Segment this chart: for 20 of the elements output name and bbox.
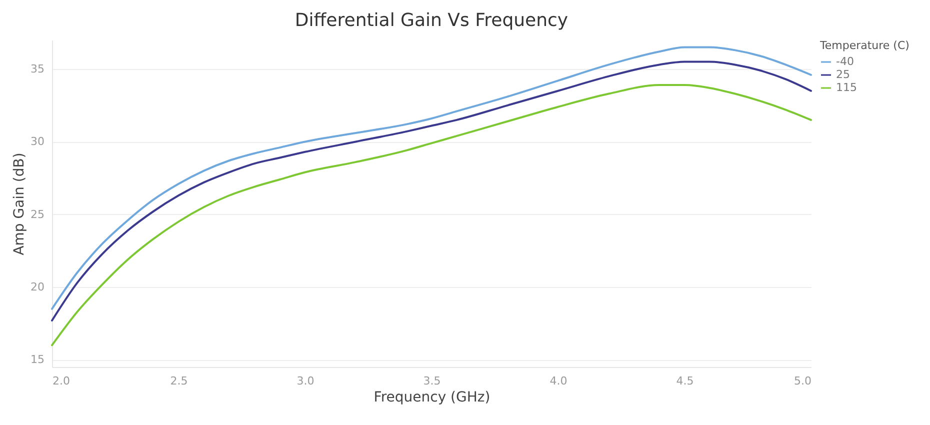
x-axis-title: Frequency (GHz) (374, 390, 490, 406)
legend-label: -40 (836, 55, 854, 68)
y-axis-title: Amp Gain (dB) (12, 152, 28, 256)
chart-title: Differential Gain Vs Frequency (294, 10, 568, 31)
y-tick-label: 30 (30, 135, 44, 148)
x-tick-label: 2.5 (170, 374, 188, 388)
legend-label: 115 (836, 81, 857, 94)
y-tick-label: 15 (30, 353, 44, 366)
legend-label: 25 (836, 68, 850, 81)
x-tick-label: 5.0 (794, 374, 812, 388)
y-tick-label: 25 (30, 208, 44, 221)
x-tick-label: 3.0 (296, 374, 314, 388)
x-tick-label: 4.0 (550, 374, 568, 388)
line-series (51, 84, 812, 346)
x-tick-label: 4.5 (676, 374, 694, 388)
x-tick-label: 2.0 (52, 374, 70, 388)
x-tick-label: 3.5 (423, 374, 441, 388)
legend-title: Temperature (C) (819, 39, 910, 52)
y-tick-label: 35 (30, 62, 44, 76)
y-tick-label: 20 (30, 280, 44, 294)
